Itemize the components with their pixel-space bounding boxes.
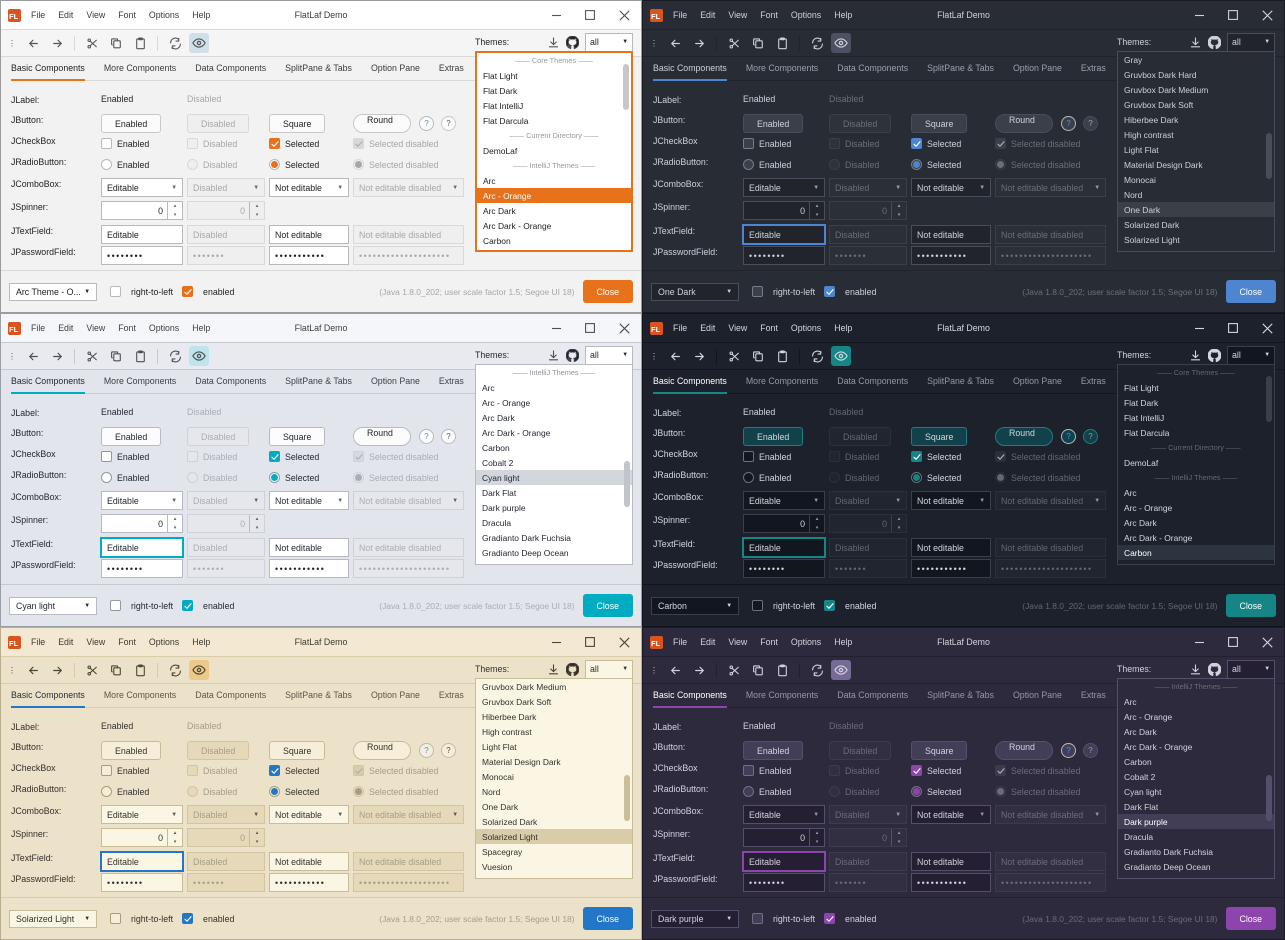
svg-text:FL: FL (651, 324, 661, 333)
svg-text:FL: FL (9, 11, 19, 20)
svg-text:FL: FL (9, 324, 19, 333)
svg-text:FL: FL (651, 11, 661, 20)
svg-text:FL: FL (9, 638, 19, 647)
svg-text:FL: FL (651, 638, 661, 647)
